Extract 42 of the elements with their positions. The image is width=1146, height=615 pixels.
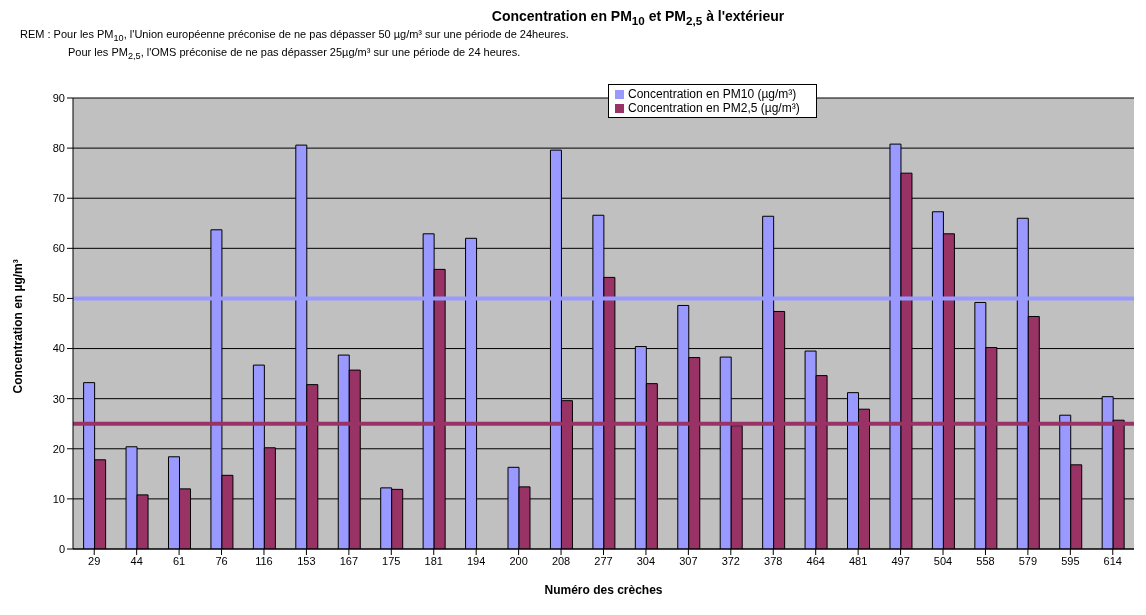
x-tick-label: 29	[88, 554, 101, 567]
x-tick-label: 175	[382, 554, 401, 567]
text: REM : Pour les PM$_{10}$, l'Union européenne préconise de ne pas dépasser 50 µg/m³ sur une période de 24heures.	[19, 28, 570, 46]
x-tick-label: 116	[255, 554, 273, 567]
y-axis-title: Concentration en µg/m³	[11, 259, 26, 394]
y-tick-label: 70	[52, 192, 65, 205]
x-tick-label: 372	[721, 554, 740, 567]
text: Pour les PM$_{2,5}$, l'OMS préconise de ne pas dépasser 25µg/m³ sur une période de 24 heures.	[67, 46, 522, 64]
x-tick-label: 481	[848, 554, 868, 567]
y-tick-label: 0	[58, 542, 65, 555]
legend-label: Concentration en PM2,5 (µg/m³)	[628, 101, 800, 115]
x-tick-label: 579	[1018, 554, 1038, 567]
y-tick-label: 90	[52, 91, 65, 104]
y-tick-label: 80	[52, 142, 65, 155]
x-tick-label: 558	[976, 554, 995, 567]
y-tick-label: 50	[52, 292, 65, 305]
legend-label: Concentration en PM10 (µg/m³)	[628, 87, 797, 101]
x-tick-label: 194	[467, 554, 486, 567]
y-tick-label: 10	[52, 492, 65, 505]
x-tick-label: 153	[297, 554, 316, 567]
x-tick-label: 200	[509, 554, 528, 567]
chart-title: Concentration en PM$_{10}$ et PM$_{2,5}$ à l'extérieur	[490, 8, 786, 28]
x-tick-label: 167	[339, 554, 359, 567]
x-tick-label: 277	[594, 554, 613, 567]
x-tick-label: 504	[933, 554, 953, 567]
y-tick-label: 60	[52, 242, 65, 255]
x-tick-label: 76	[215, 554, 228, 567]
x-tick-label: 614	[1103, 554, 1122, 567]
x-axis-title: Numéro des crèches	[544, 583, 663, 597]
x-tick-label: 464	[806, 554, 825, 567]
y-tick-label: 20	[52, 442, 65, 455]
x-tick-label: 378	[764, 554, 783, 567]
x-tick-label: 44	[130, 554, 143, 567]
x-tick-label: 61	[172, 554, 186, 567]
x-tick-label: 304	[636, 554, 656, 567]
x-tick-label: 307	[679, 554, 698, 567]
y-tick-label: 40	[52, 342, 65, 355]
x-tick-label: 497	[891, 554, 910, 567]
y-tick-label: 30	[52, 392, 65, 405]
x-tick-label: 208	[551, 554, 571, 567]
x-tick-label: 595	[1061, 554, 1080, 567]
x-tick-label: 181	[424, 554, 443, 567]
